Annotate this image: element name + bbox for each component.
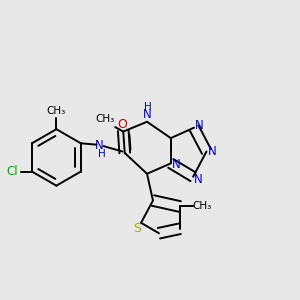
Text: N: N [208,145,217,158]
Text: N: N [172,158,181,171]
Text: N: N [195,119,204,132]
Text: CH₃: CH₃ [95,114,115,124]
Text: O: O [117,118,127,130]
Text: N: N [194,172,203,186]
Text: S: S [134,222,142,235]
Text: N: N [143,108,152,121]
Text: Cl: Cl [7,165,18,178]
Text: H: H [98,149,106,159]
Text: CH₃: CH₃ [192,201,211,211]
Text: CH₃: CH₃ [47,106,66,116]
Text: N: N [95,139,104,152]
Text: H: H [144,103,152,112]
